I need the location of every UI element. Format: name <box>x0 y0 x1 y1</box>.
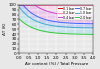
1.0 bar <box>72 27 73 28</box>
0.4 bar <box>72 15 73 16</box>
2.0 bar <box>93 34 94 35</box>
0.7 bar <box>65 22 66 23</box>
1.0 bar <box>43 23 44 24</box>
2.0 bar <box>48 32 49 33</box>
1.0 bar <box>19 7 20 8</box>
2.0 bar <box>43 31 44 32</box>
1.0 bar <box>72 27 74 28</box>
0.7 bar <box>48 20 49 21</box>
Y-axis label: ΔT (K): ΔT (K) <box>4 23 8 35</box>
1.0 bar <box>93 27 94 28</box>
X-axis label: Air content (%) / Total Pressure: Air content (%) / Total Pressure <box>25 62 88 66</box>
0.7 bar <box>72 23 73 24</box>
Line: 0.7 bar: 0.7 bar <box>19 5 93 24</box>
1.0 bar <box>28 16 29 17</box>
2.0 bar <box>65 33 66 34</box>
0.4 bar <box>72 15 74 16</box>
0.4 bar <box>43 9 44 10</box>
Line: 1.0 bar: 1.0 bar <box>19 7 93 28</box>
2.0 bar <box>28 25 29 26</box>
Line: 0.4 bar: 0.4 bar <box>19 5 93 16</box>
0.4 bar <box>65 14 66 15</box>
Line: 2.0 bar: 2.0 bar <box>19 19 93 34</box>
0.7 bar <box>72 23 74 24</box>
0.7 bar <box>28 10 29 11</box>
Legend: 0.1 bar, 0.2 bar, 0.4 bar, 0.7 bar, 1.0 bar, 2.0 bar: 0.1 bar, 0.2 bar, 0.4 bar, 0.7 bar, 1.0 … <box>57 6 93 20</box>
0.4 bar <box>48 11 49 12</box>
0.7 bar <box>93 23 94 24</box>
